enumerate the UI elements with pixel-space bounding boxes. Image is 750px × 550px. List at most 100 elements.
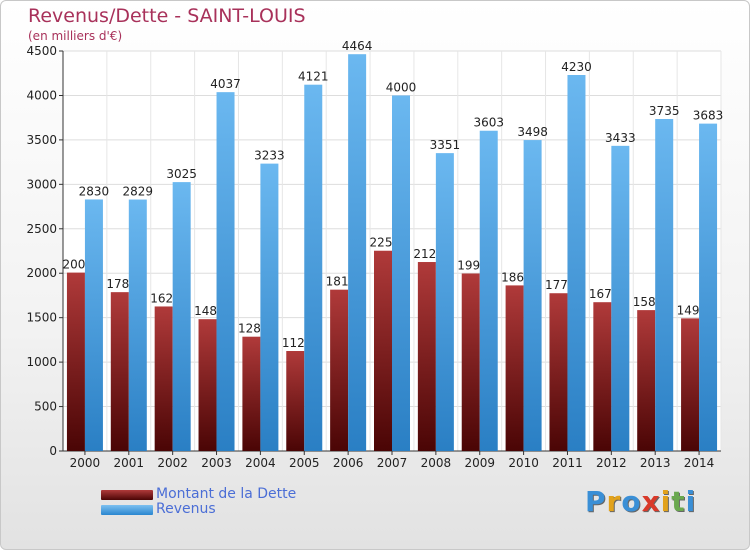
logo-letter: x (641, 485, 661, 518)
y-tick-label: 3500 (26, 133, 57, 147)
bar-dette (110, 292, 129, 451)
data-label-dette: 186 (501, 270, 524, 284)
bar-revenus (128, 199, 147, 451)
data-label-revenus: 3351 (430, 138, 461, 152)
data-label-revenus: 3025 (166, 167, 197, 181)
logo-letter: P (585, 485, 607, 518)
y-tick-label: 4000 (26, 88, 57, 102)
legend-label-dette: Montant de la Dette (156, 486, 297, 502)
data-label-dette: 199 (457, 258, 480, 272)
data-label-dette: 181 (326, 275, 349, 289)
y-tick-label: 500 (34, 400, 57, 414)
bar-dette (242, 336, 261, 451)
legend-swatch-dette (101, 490, 153, 500)
bar-dette (330, 289, 349, 451)
bar-dette (505, 285, 524, 451)
bar-dette (66, 272, 85, 451)
proxiti-logo: Proxiti (585, 485, 696, 518)
y-tick-label: 0 (49, 444, 57, 458)
bar-dette (681, 318, 700, 451)
y-tick-label: 4500 (26, 44, 57, 58)
data-label-dette: 148 (194, 304, 217, 318)
data-label-revenus: 4000 (386, 80, 417, 94)
data-label-dette: 212 (413, 247, 436, 261)
data-label-revenus: 2829 (123, 185, 154, 199)
data-label-revenus: 4464 (342, 39, 373, 53)
chart-title: Revenus/Dette - SAINT-LOUIS (28, 5, 306, 27)
y-tick-label: 1500 (26, 311, 57, 325)
bar-revenus (611, 145, 630, 451)
x-tick-label: 2011 (552, 456, 583, 470)
y-tick-label: 2000 (26, 266, 57, 280)
bar-dette (461, 273, 480, 451)
legend-swatch-revenus (101, 505, 153, 515)
bar-dette (198, 319, 217, 451)
bar-revenus (172, 182, 191, 451)
x-tick-label: 2010 (508, 456, 539, 470)
x-tick-label: 2008 (421, 456, 452, 470)
data-label-dette: 225 (370, 236, 393, 250)
data-label-revenus: 3233 (254, 149, 285, 163)
x-tick-label: 2013 (640, 456, 671, 470)
bar-revenus (523, 140, 542, 452)
x-tick-label: 2003 (201, 456, 232, 470)
bar-dette (593, 302, 612, 451)
bar-dette (549, 293, 568, 451)
x-tick-label: 2000 (70, 456, 101, 470)
bar-dette (286, 351, 305, 451)
y-tick-label: 3000 (26, 177, 57, 191)
x-tick-label: 2004 (245, 456, 276, 470)
x-tick-label: 2005 (289, 456, 320, 470)
x-tick-label: 2007 (377, 456, 408, 470)
data-label-dette: 158 (633, 295, 656, 309)
y-tick-label: 2500 (26, 222, 57, 236)
data-label-dette: 178 (106, 277, 129, 291)
bar-revenus (567, 75, 586, 451)
logo-letter: i (685, 485, 697, 518)
bar-revenus (84, 199, 103, 451)
logo-letter: i (660, 485, 672, 518)
x-tick-label: 2009 (464, 456, 495, 470)
bar-revenus (348, 54, 367, 451)
bar-dette (374, 250, 392, 451)
data-label-revenus: 3735 (649, 104, 680, 118)
logo-letter: r (606, 485, 622, 518)
data-label-dette: 200 (62, 258, 85, 272)
data-label-dette: 112 (282, 336, 305, 350)
bar-revenus (392, 95, 410, 451)
data-label-revenus: 4037 (210, 77, 241, 91)
x-tick-label: 2014 (684, 456, 715, 470)
bar-revenus (216, 92, 235, 452)
x-tick-label: 2002 (157, 456, 188, 470)
legend-label-revenus: Revenus (156, 501, 216, 517)
bar-revenus (260, 163, 279, 451)
data-label-revenus: 3683 (693, 109, 724, 123)
x-tick-label: 2006 (333, 456, 364, 470)
bar-dette (637, 310, 656, 451)
bar-revenus (435, 153, 454, 451)
data-label-revenus: 2830 (79, 184, 110, 198)
data-label-dette: 162 (150, 291, 173, 305)
data-label-dette: 128 (238, 322, 261, 336)
bar-revenus (304, 84, 323, 451)
bar-dette (154, 306, 173, 451)
bar-revenus (699, 123, 718, 451)
bar-dette (417, 262, 436, 451)
logo-letter: o (621, 485, 642, 518)
data-label-revenus: 4230 (561, 60, 592, 74)
logo-letter: t (671, 485, 686, 518)
data-label-revenus: 3498 (517, 125, 548, 139)
data-label-dette: 167 (589, 287, 612, 301)
data-label-revenus: 4121 (298, 70, 329, 84)
x-tick-label: 2012 (596, 456, 627, 470)
chart-subtitle: (en milliers d'€) (28, 29, 123, 43)
y-tick-label: 1000 (26, 355, 57, 369)
data-label-revenus: 3433 (605, 131, 636, 145)
x-tick-label: 2001 (114, 456, 145, 470)
data-label-dette: 177 (545, 278, 568, 292)
data-label-dette: 149 (677, 303, 700, 317)
bar-revenus (655, 119, 674, 451)
data-label-revenus: 3603 (473, 116, 504, 130)
